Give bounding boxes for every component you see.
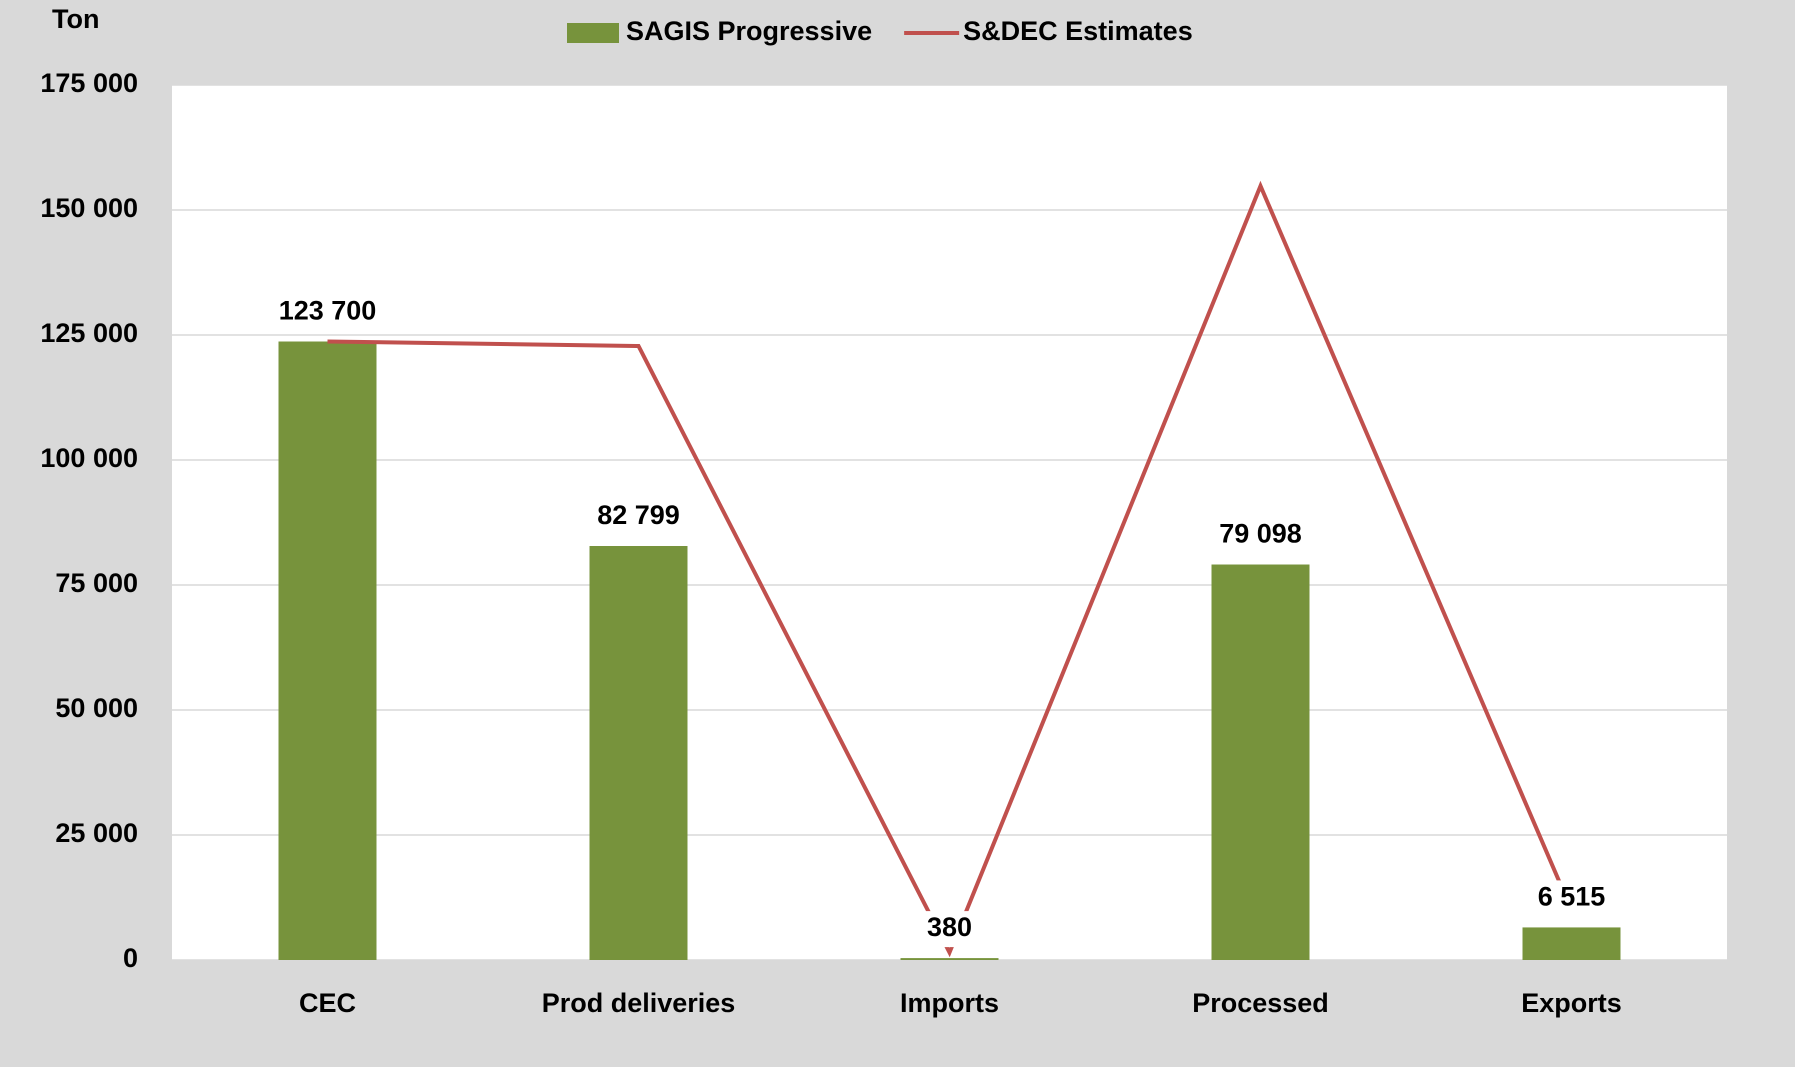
bar — [278, 341, 377, 960]
bar — [1522, 927, 1621, 960]
x-tick-label: Exports — [1521, 988, 1622, 1018]
data-label-bg — [593, 499, 684, 536]
y-tick-label: 150 000 — [40, 193, 138, 223]
x-tick-label: Imports — [900, 988, 999, 1018]
y-tick-label: 100 000 — [40, 443, 138, 473]
data-label: 380 — [927, 912, 972, 942]
x-tick-label: CEC — [299, 988, 356, 1018]
data-label-bg — [922, 911, 977, 948]
data-label: 6 515 — [1538, 882, 1606, 912]
y-tick-label: 0 — [123, 943, 138, 973]
legend-label: S&DEC Estimates — [963, 16, 1193, 46]
legend-swatch — [567, 23, 619, 43]
y-tick-label: 75 000 — [55, 568, 138, 598]
x-tick-label: Processed — [1192, 988, 1329, 1018]
bar — [900, 958, 999, 960]
bar — [589, 546, 688, 960]
y-axis-label: Ton — [52, 4, 99, 34]
x-tick-label: Prod deliveries — [542, 988, 736, 1018]
data-label-bg — [274, 294, 381, 331]
data-label: 79 098 — [1219, 519, 1302, 549]
y-tick-label: 175 000 — [40, 68, 138, 98]
legend-label: SAGIS Progressive — [626, 16, 872, 46]
data-label-bg — [1533, 880, 1610, 917]
data-label: 82 799 — [597, 500, 680, 530]
plot-area — [172, 85, 1727, 960]
data-label-bg — [1215, 517, 1306, 554]
bar — [1211, 564, 1310, 960]
y-tick-label: 25 000 — [55, 818, 138, 848]
y-tick-label: 50 000 — [55, 693, 138, 723]
line-series — [327, 180, 1574, 958]
data-label: 123 700 — [279, 296, 377, 326]
y-tick-label: 125 000 — [40, 318, 138, 348]
